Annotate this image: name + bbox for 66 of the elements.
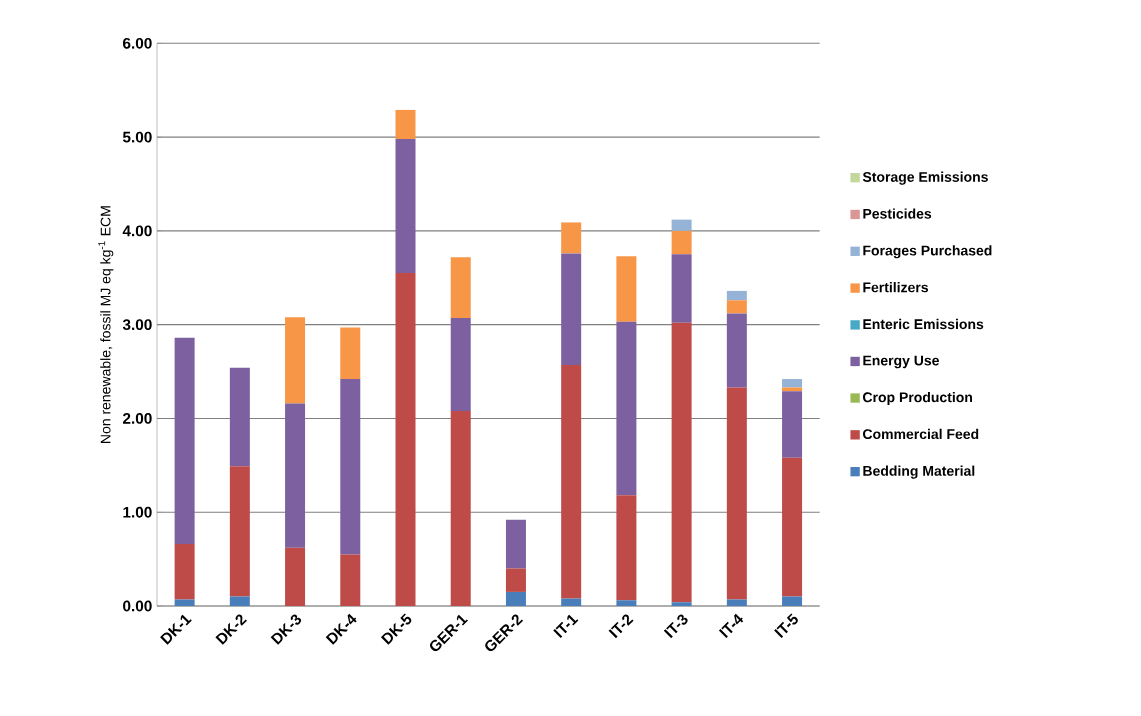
bar bbox=[229, 466, 250, 597]
bar bbox=[671, 254, 692, 323]
y-tick-label: 6.00 bbox=[123, 37, 152, 49]
bar bbox=[174, 337, 195, 545]
y-tick-label: 1.00 bbox=[123, 506, 152, 518]
bar bbox=[782, 391, 803, 458]
x-tick-label: IT-5 bbox=[774, 613, 798, 639]
bar bbox=[450, 318, 471, 411]
legend-label: Fertilizers bbox=[863, 282, 929, 293]
x-tick-label: IT-1 bbox=[553, 614, 579, 639]
bar bbox=[174, 544, 195, 600]
legend-label: Commercial Feed bbox=[863, 428, 979, 440]
bar bbox=[340, 379, 361, 555]
legend-label: Bedding Material bbox=[863, 465, 975, 479]
legend-label: Pesticides bbox=[863, 208, 932, 219]
bar bbox=[561, 253, 582, 365]
legend-label: Crop Production bbox=[863, 391, 972, 405]
bar bbox=[616, 600, 637, 606]
bar bbox=[395, 273, 416, 606]
bar bbox=[285, 547, 306, 606]
bar bbox=[726, 599, 747, 606]
bar bbox=[505, 591, 526, 606]
bar bbox=[671, 602, 692, 606]
bar bbox=[561, 222, 582, 254]
bar bbox=[229, 596, 250, 606]
bar bbox=[616, 321, 637, 496]
y-tick-label: 2.00 bbox=[122, 413, 152, 424]
bar bbox=[726, 300, 747, 314]
bar bbox=[616, 495, 637, 601]
bar bbox=[616, 256, 637, 322]
legend-label: Forages Purchased bbox=[863, 245, 992, 259]
bar bbox=[229, 367, 250, 467]
bar bbox=[782, 457, 803, 597]
bar bbox=[505, 519, 526, 569]
y-tick-label: 4.00 bbox=[122, 225, 152, 237]
bar bbox=[395, 109, 416, 139]
y-tick-label: 3.00 bbox=[122, 319, 152, 331]
y-axis-title: Non renewable, fossil MJ eq kg$^{-1}$ ECM bbox=[98, 206, 114, 443]
bar bbox=[671, 322, 692, 603]
bar bbox=[671, 219, 692, 231]
bar bbox=[561, 364, 582, 599]
bar bbox=[285, 403, 306, 548]
bar bbox=[505, 568, 526, 592]
bar bbox=[340, 554, 361, 606]
bar bbox=[726, 290, 747, 301]
bar bbox=[726, 313, 747, 388]
bar bbox=[450, 410, 471, 606]
bar bbox=[174, 599, 195, 606]
bar bbox=[395, 138, 416, 274]
legend-label: Storage Emissions bbox=[862, 171, 988, 185]
legend-label: Enteric Emissions bbox=[863, 318, 984, 330]
bar bbox=[340, 327, 361, 380]
bar bbox=[450, 257, 471, 319]
bar bbox=[671, 230, 692, 255]
x-tick-label: IT-2 bbox=[608, 614, 634, 639]
x-tick-label: IT-4 bbox=[718, 613, 744, 639]
bar bbox=[561, 598, 582, 606]
legend-label: Energy Use bbox=[863, 355, 939, 369]
x-tick-label: IT-3 bbox=[663, 614, 688, 639]
bar bbox=[726, 387, 747, 600]
bar bbox=[782, 387, 803, 392]
bar bbox=[285, 317, 306, 404]
bar bbox=[782, 379, 803, 388]
y-tick-label: 0.00 bbox=[123, 600, 152, 612]
bar bbox=[782, 596, 803, 606]
y-tick-label: 5.00 bbox=[122, 131, 152, 143]
